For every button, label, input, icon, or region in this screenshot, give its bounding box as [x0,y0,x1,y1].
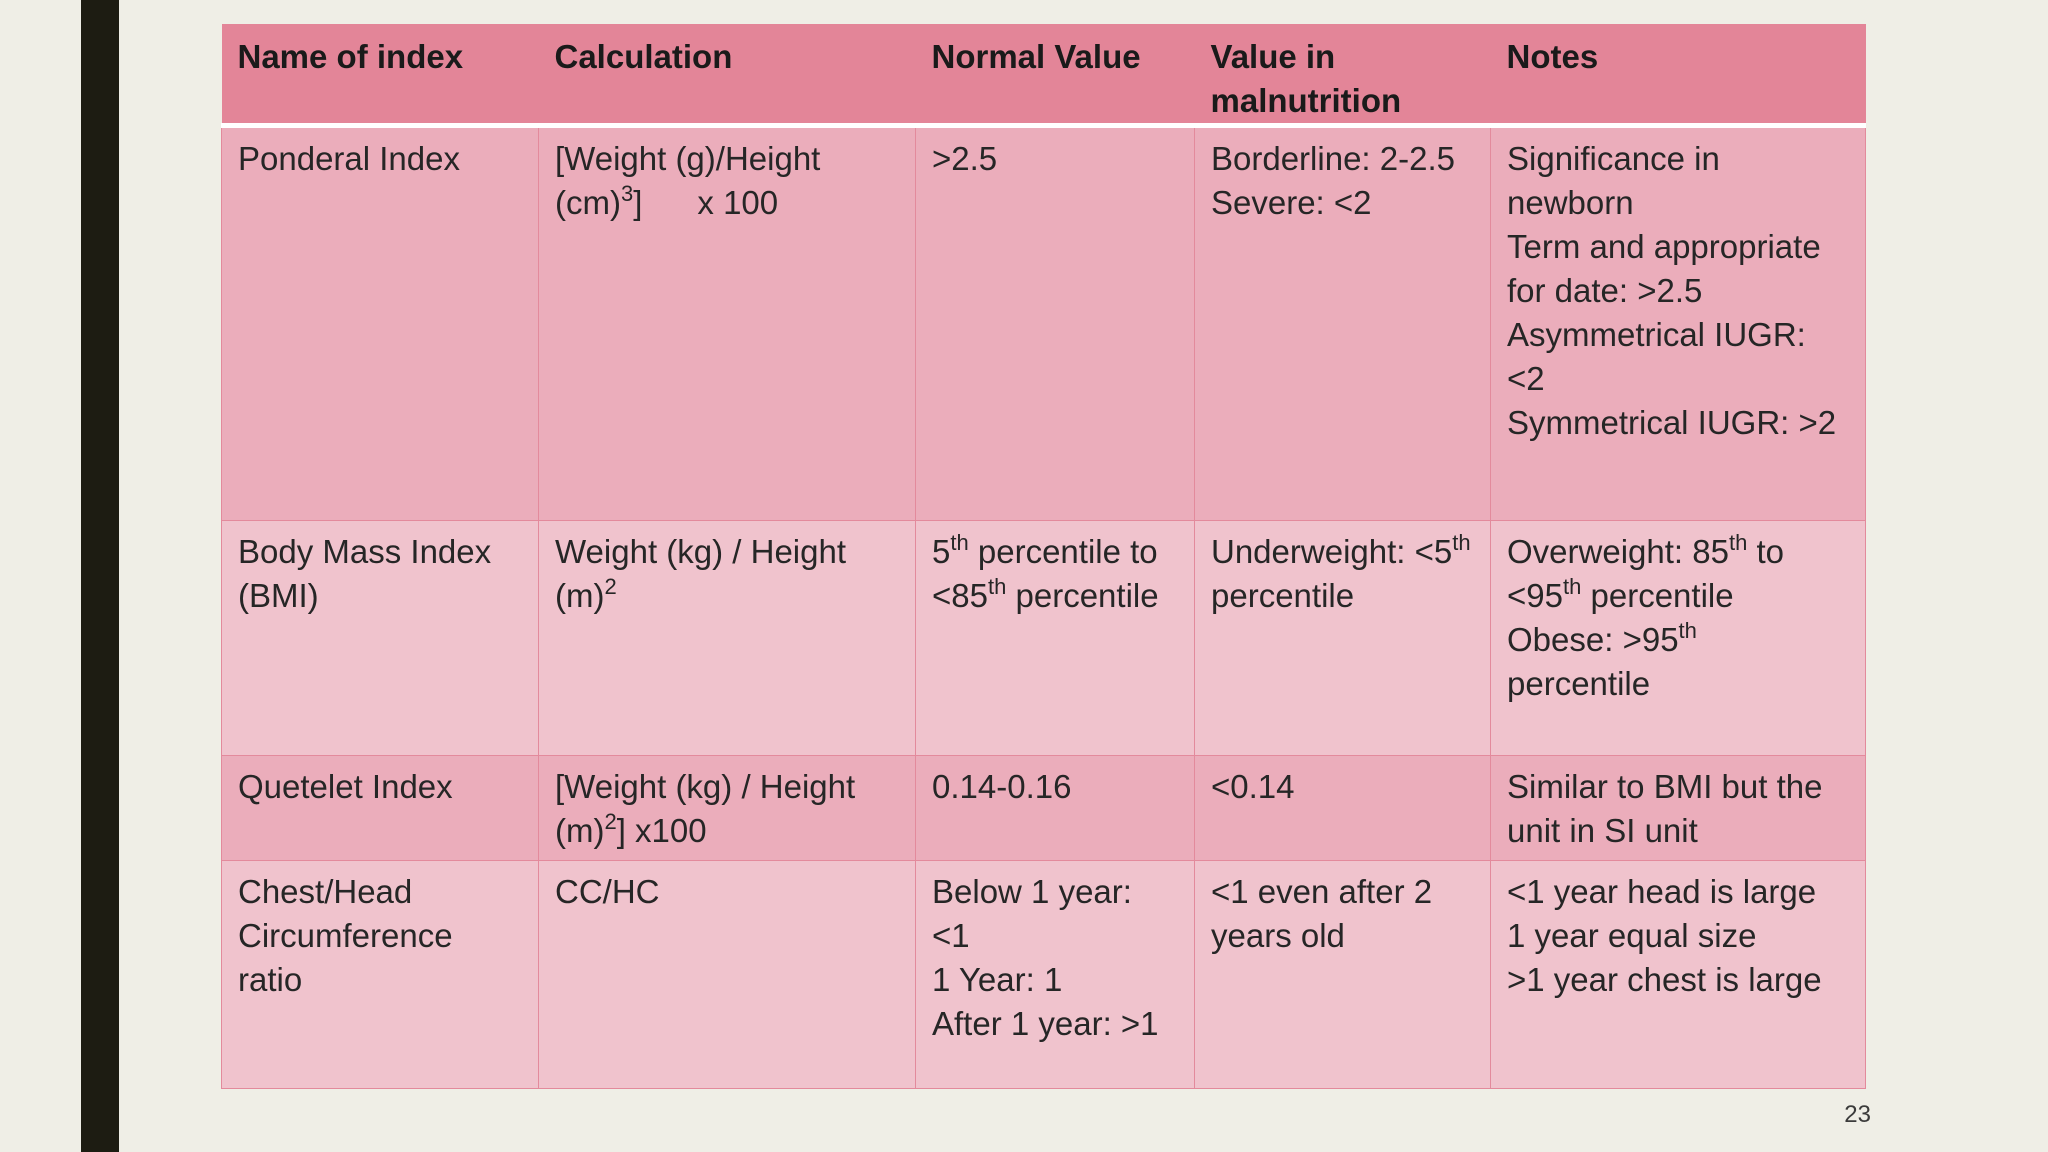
superscript: th [1678,618,1697,643]
calc-text-end: ] x100 [616,812,707,849]
table-row-bmi: Body Mass Index (BMI) Weight (kg) / Heig… [221,520,1866,756]
cell-notes: Significance in newborn Term and appropr… [1490,125,1866,521]
cell-notes: Similar to BMI but the unit in SI unit [1490,755,1866,861]
normal-line: 1 Year: 1 [932,961,1063,998]
malnutrition-text: percentile [1211,577,1355,614]
table-row-ponderal-index: Ponderal Index [Weight (g)/Height (cm)3]… [221,125,1866,521]
cell-name: Quetelet Index [221,755,539,861]
malnutrition-text: Underweight: <5 [1211,533,1453,570]
notes-line: Asymmetrical IUGR: <2 [1507,316,1806,397]
normal-value: 0.14-0.16 [932,768,1072,805]
notes-line: 1 year equal size [1507,917,1757,954]
calc-text: CC/HC [555,873,660,910]
table-row-quetelet-index: Quetelet Index [Weight (kg) / Height (m)… [221,755,1866,861]
malnutrition-line: <0.14 [1211,768,1295,805]
cell-malnutrition-value: Underweight: <5th percentile [1194,520,1491,756]
cell-normal-value: Below 1 year: <1 1 Year: 1 After 1 year:… [915,860,1195,1089]
normal-value: >2.5 [932,140,998,177]
notes-text: Obese: >95 [1507,621,1679,658]
page-number: 23 [1844,1101,1871,1128]
index-name: Ponderal Index [238,140,460,177]
cell-calculation: [Weight (g)/Height (cm)3] x 100 [538,125,916,521]
notes-line: >1 year chest is large [1507,961,1822,998]
header-normal-value: Normal Value [915,24,1195,128]
cell-notes: <1 year head is large 1 year equal size … [1490,860,1866,1089]
cell-normal-value: 0.14-0.16 [915,755,1195,861]
malnutrition-line: Severe: <2 [1211,184,1372,221]
cell-notes: Overweight: 85th to <95th percentile Obe… [1490,520,1866,756]
cell-calculation: Weight (kg) / Height (m)2 [538,520,916,756]
malnutrition-line: Borderline: 2-2.5 [1211,140,1455,177]
superscript: th [987,574,1007,599]
cell-calculation: [Weight (kg) / Height (m)2] x100 [538,755,916,861]
cell-name: Ponderal Index [221,125,539,521]
notes-line: Term and appropriate for date: >2.5 [1507,228,1821,309]
header-value-in-malnutrition: Value in malnutrition [1194,24,1491,128]
cell-name: Body Mass Index (BMI) [221,520,539,756]
normal-line: Below 1 year: <1 [932,873,1132,954]
superscript: 2 [604,809,617,834]
header-notes: Notes [1490,24,1866,128]
table-header-row: Name of index Calculation Normal Value V… [221,24,1866,128]
cell-calculation: CC/HC [538,860,916,1089]
notes-text: percentile [1581,577,1734,614]
notes-text: to <95 [1507,533,1785,614]
index-name: Body Mass Index (BMI) [238,533,492,614]
calc-text: [Weight (g)/Height (cm) [555,140,821,221]
superscript: th [1728,530,1748,555]
cell-malnutrition-value: <0.14 [1194,755,1491,861]
cell-normal-value: >2.5 [915,125,1195,521]
calc-text: [Weight (kg) / Height (m) [555,768,856,849]
normal-text: 5 [932,533,951,570]
cell-malnutrition-value: Borderline: 2-2.5 Severe: <2 [1194,125,1491,521]
normal-text: percentile [1006,577,1159,614]
nutrition-index-table: Name of index Calculation Normal Value V… [221,24,1866,1089]
table-row-chest-head-ratio: Chest/Head Circumference ratio CC/HC Bel… [221,860,1866,1089]
superscript: 2 [604,574,617,599]
notes-text: Overweight: 85 [1507,533,1729,570]
index-name: Chest/Head Circumference ratio [238,873,453,998]
superscript: th [1452,530,1471,555]
notes-line: Similar to BMI but the unit in SI unit [1507,768,1823,849]
notes-line: Obese: >95th percentile [1507,618,1849,706]
index-name: Quetelet Index [238,768,453,805]
notes-text: percentile [1507,665,1651,702]
cell-malnutrition-value: <1 even after 2 years old [1194,860,1491,1089]
header-name-of-index: Name of index [221,24,539,128]
malnutrition-line: <1 even after 2 years old [1211,873,1433,954]
header-malnutrition-line2: malnutrition [1210,82,1402,119]
notes-line: <1 year head is large [1507,873,1817,910]
superscript: th [950,530,969,555]
superscript: th [1562,574,1582,599]
calc-text-end: ] x 100 [633,184,779,221]
notes-line: Symmetrical IUGR: >2 [1507,404,1837,441]
cell-normal-value: 5th percentile to <85th percentile [915,520,1195,756]
calc-text: Weight (kg) / Height (m) [555,533,847,614]
superscript: 3 [620,181,634,206]
normal-line: After 1 year: >1 [932,1005,1159,1042]
notes-line: Significance in newborn [1507,140,1720,221]
side-accent-bar [81,0,119,1152]
header-malnutrition-line1: Value in [1210,38,1336,75]
header-calculation: Calculation [538,24,916,128]
normal-text: percentile to <85 [932,533,1158,614]
cell-name: Chest/Head Circumference ratio [221,860,539,1089]
